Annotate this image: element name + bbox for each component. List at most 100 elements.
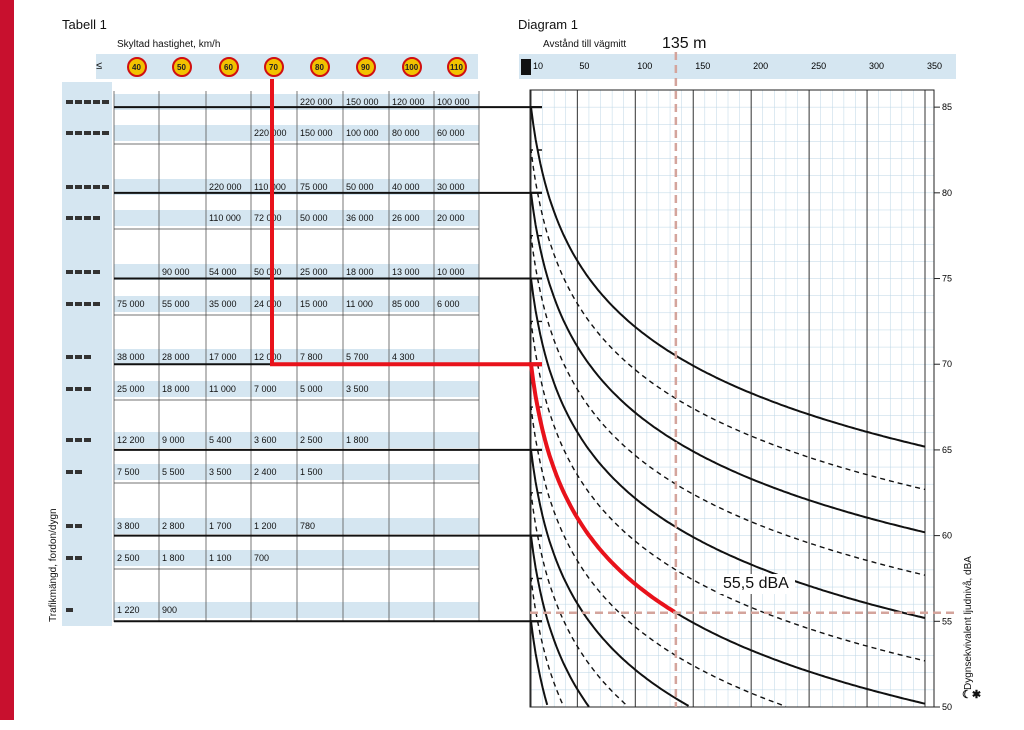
vehicle-icon bbox=[93, 185, 100, 189]
table-cell: 110 000 bbox=[254, 182, 286, 192]
table-cell: 36 000 bbox=[346, 213, 374, 223]
table-cell: 30 000 bbox=[437, 182, 465, 192]
vehicle-icon bbox=[84, 100, 91, 104]
speed-sign-60: 60 bbox=[218, 57, 239, 77]
table-cell: 26 000 bbox=[392, 213, 420, 223]
vehicle-icon bbox=[84, 216, 91, 220]
table-row bbox=[114, 550, 479, 566]
y-tick-label: 60 bbox=[942, 531, 952, 541]
table-row bbox=[114, 381, 479, 397]
vehicle-icon bbox=[102, 185, 109, 189]
table-cell: 9 000 bbox=[162, 435, 185, 445]
vehicle-icon bbox=[93, 270, 100, 274]
speed-sign-50: 50 bbox=[171, 57, 192, 77]
table-cell: 3 800 bbox=[117, 521, 140, 531]
table-cell: 1 800 bbox=[162, 553, 185, 563]
table-cell: 2 500 bbox=[300, 435, 323, 445]
speed-sign-80: 80 bbox=[309, 57, 330, 77]
table-cell: 220 000 bbox=[300, 97, 333, 107]
table-row bbox=[114, 179, 479, 195]
highlight-curve bbox=[528, 362, 676, 614]
table-cell: 5 400 bbox=[209, 435, 232, 445]
table-cell: 5 700 bbox=[346, 352, 369, 362]
sun-moon-icon: ☾✱ bbox=[962, 689, 982, 701]
vehicle-icon bbox=[66, 302, 73, 306]
table-cell: 150 000 bbox=[300, 128, 333, 138]
x-tick-label: 150 bbox=[695, 61, 710, 71]
table-cell: 10 000 bbox=[437, 267, 465, 277]
table-cell: 1 800 bbox=[346, 435, 369, 445]
table-cell: 28 000 bbox=[162, 352, 190, 362]
speed-sign-90: 90 bbox=[355, 57, 376, 77]
table-cell: 11 000 bbox=[346, 299, 373, 309]
table-title: Tabell 1 bbox=[62, 17, 107, 32]
vehicle-icon-band bbox=[62, 82, 112, 626]
vehicle-icon bbox=[66, 556, 73, 560]
level-curve-dashed bbox=[530, 406, 787, 708]
table-cell: 75 000 bbox=[300, 182, 328, 192]
table-cell: 4 300 bbox=[392, 352, 415, 362]
y-tick-label: 85 bbox=[942, 102, 952, 112]
vehicle-icon bbox=[93, 131, 100, 135]
table-cell: 50 000 bbox=[300, 213, 328, 223]
table-cell: 150 000 bbox=[346, 97, 379, 107]
vehicle-icon bbox=[66, 100, 73, 104]
y-tick-label: 65 bbox=[942, 445, 952, 455]
left-accent-bar bbox=[0, 0, 14, 720]
table-cell: 1 700 bbox=[209, 521, 232, 531]
table-cell: 24 000 bbox=[254, 299, 282, 309]
distance-callout: 135 m bbox=[659, 35, 710, 53]
table-cell: 1 220 bbox=[117, 605, 140, 615]
table-cell: 13 000 bbox=[392, 267, 420, 277]
vehicle-icon bbox=[102, 100, 109, 104]
plot-frame bbox=[529, 89, 935, 708]
x-tick-label: 250 bbox=[811, 61, 826, 71]
vehicle-icon bbox=[66, 608, 73, 612]
table-cell: 85 000 bbox=[392, 299, 420, 309]
speed-sign-100: 100 bbox=[401, 57, 422, 77]
vehicle-icon bbox=[75, 470, 82, 474]
table-cell: 2 800 bbox=[162, 521, 185, 531]
table-cell: 100 000 bbox=[437, 97, 470, 107]
vehicle-icon bbox=[75, 270, 82, 274]
table-cell: 3 500 bbox=[209, 467, 232, 477]
table-cell: 780 bbox=[300, 521, 316, 531]
table-cell: 2 400 bbox=[254, 467, 277, 477]
table-row bbox=[114, 349, 479, 365]
x-tick-label: 100 bbox=[637, 61, 652, 71]
table-row bbox=[114, 464, 479, 480]
distance-label: Avstånd till vägmitt bbox=[543, 39, 627, 50]
vehicle-icon bbox=[66, 438, 73, 442]
level-curve bbox=[529, 620, 549, 706]
table-cell: 20 000 bbox=[437, 213, 465, 223]
table-row bbox=[114, 296, 479, 312]
diagram-title: Diagram 1 bbox=[518, 17, 578, 32]
vehicle-icon bbox=[84, 185, 91, 189]
table-cell: 35 000 bbox=[209, 299, 237, 309]
table-cell: 900 bbox=[162, 605, 178, 615]
level-curve bbox=[529, 448, 690, 707]
y-tick-label: 75 bbox=[942, 274, 952, 284]
level-curve-dashed bbox=[530, 320, 926, 662]
vehicle-icon bbox=[93, 100, 100, 104]
vehicle-icon bbox=[66, 216, 73, 220]
vehicle-icon bbox=[93, 302, 100, 306]
table-cell: 50 000 bbox=[254, 267, 282, 277]
vehicle-icon bbox=[75, 387, 82, 391]
table-cell: 75 000 bbox=[117, 299, 145, 309]
speed-sign-70: 70 bbox=[263, 57, 284, 77]
table-cell: 18 000 bbox=[346, 267, 374, 277]
vehicle-icon bbox=[75, 355, 82, 359]
table-cell: 1 500 bbox=[300, 467, 323, 477]
table-cell: 3 600 bbox=[254, 435, 277, 445]
table-row bbox=[114, 125, 479, 141]
vehicle-icon bbox=[84, 387, 91, 391]
table-cell: 55 000 bbox=[162, 299, 190, 309]
x-tick-label: 350 bbox=[927, 61, 942, 71]
vehicle-icon bbox=[75, 216, 82, 220]
table-cell: 12 200 bbox=[117, 435, 145, 445]
level-curve-dashed bbox=[530, 492, 629, 708]
vehicle-icon bbox=[93, 216, 100, 220]
table-row bbox=[114, 432, 479, 448]
y-tick-label: 70 bbox=[942, 359, 952, 369]
